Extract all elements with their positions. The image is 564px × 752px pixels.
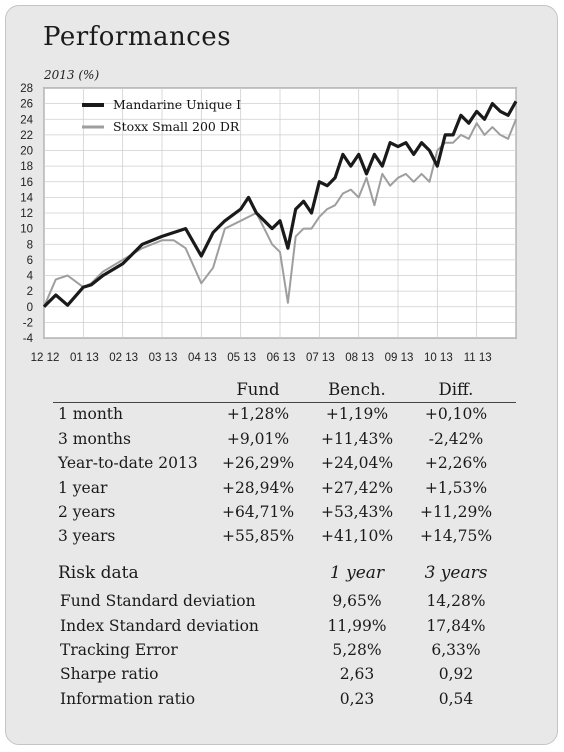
risk-label: Index Standard deviation	[60, 617, 259, 635]
risk-value-3y: 14,28%	[426, 592, 486, 610]
row-label: 1 month	[58, 405, 124, 423]
x-tick-label: 07 13	[306, 352, 335, 364]
bench-value: +1,19%	[325, 405, 389, 423]
y-tick-label: 28	[20, 83, 33, 95]
fund-value: +26,29%	[221, 454, 295, 472]
risk-label: Information ratio	[60, 690, 196, 708]
risk-value-1y: 5,28%	[332, 641, 382, 659]
risk-label: Fund Standard deviation	[60, 592, 256, 610]
risk-col-1year: 1 year	[329, 563, 385, 583]
x-tick-label: 05 13	[227, 352, 256, 364]
header-diff: Diff.	[438, 380, 474, 399]
series-line-fund	[42, 100, 518, 308]
y-tick-label: 14	[20, 192, 33, 204]
legend-label: Stoxx Small 200 DR	[113, 119, 240, 134]
x-tick-label: 04 13	[188, 352, 217, 364]
risk-row: Information ratio 0,23 0,54	[0, 690, 564, 712]
legend-label: Mandarine Unique I	[113, 97, 241, 112]
diff-value: +2,26%	[424, 454, 488, 472]
table-row: 3 years +55,85% +41,10% +14,75%	[0, 527, 564, 549]
diff-value: +1,53%	[424, 479, 488, 497]
y-tick-label: 22	[20, 130, 33, 142]
fund-value: +28,94%	[221, 479, 295, 497]
x-tick-label: 09 13	[385, 352, 414, 364]
y-tick-label: 2	[27, 286, 33, 298]
header-divider	[53, 402, 516, 403]
risk-value-3y: 0,92	[438, 665, 474, 683]
x-tick-label: 11 13	[464, 352, 492, 364]
risk-value-1y: 11,99%	[327, 617, 387, 635]
diff-value: +14,75%	[419, 527, 493, 545]
bench-value: +11,43%	[320, 430, 394, 448]
x-tick-label: 03 13	[149, 352, 178, 364]
y-tick-label: 16	[20, 177, 33, 189]
fund-value: +9,01%	[226, 430, 290, 448]
y-tick-label: 6	[27, 255, 33, 267]
fund-value: +1,28%	[226, 405, 290, 423]
risk-value-3y: 0,54	[438, 690, 474, 708]
diff-value: +0,10%	[424, 405, 488, 423]
table-row: 3 months +9,01% +11,43% -2,42%	[0, 430, 564, 452]
fund-value: +64,71%	[221, 503, 295, 521]
y-tick-label: 18	[20, 161, 33, 173]
diff-value: +11,29%	[419, 503, 493, 521]
y-tick-label: 26	[20, 99, 33, 111]
x-tick-label: 10 13	[424, 352, 453, 364]
series-line-benchmark	[43, 118, 517, 308]
risk-row: Index Standard deviation 11,99% 17,84%	[0, 617, 564, 639]
x-tick-label: 12 12	[31, 352, 60, 364]
row-label: 3 years	[58, 527, 116, 545]
row-label: 1 year	[58, 479, 108, 497]
x-tick-label: 01 13	[70, 352, 99, 364]
risk-value-3y: 17,84%	[426, 617, 486, 635]
page-title: Performances	[43, 22, 232, 52]
fund-value: +55,85%	[221, 527, 295, 545]
y-tick-label: 8	[27, 239, 33, 251]
risk-title: Risk data	[58, 563, 139, 583]
bench-value: +27,42%	[320, 479, 394, 497]
row-label: 3 months	[58, 430, 131, 448]
risk-row: Fund Standard deviation 9,65% 14,28%	[0, 592, 564, 614]
row-label: 2 years	[58, 503, 116, 521]
table-header: Fund Bench. Diff.	[0, 380, 564, 402]
y-tick-label: 24	[20, 114, 33, 126]
x-tick-label: 06 13	[267, 352, 296, 364]
y-tick-label: -4	[23, 333, 34, 345]
table-row: 1 month +1,28% +1,19% +0,10%	[0, 405, 564, 427]
table-row: Year-to-date 2013 +26,29% +24,04% +2,26%	[0, 454, 564, 476]
bench-value: +24,04%	[320, 454, 394, 472]
y-tick-label: 0	[27, 302, 33, 314]
bench-value: +53,43%	[320, 503, 394, 521]
table-row: 1 year +28,94% +27,42% +1,53%	[0, 479, 564, 501]
diff-value: -2,42%	[428, 430, 484, 448]
risk-value-3y: 6,33%	[431, 641, 481, 659]
chart-subtitle: 2013 (%)	[44, 68, 100, 82]
y-tick-label: -2	[23, 317, 33, 329]
risk-row: Sharpe ratio 2,63 0,92	[0, 665, 564, 687]
risk-col-3years: 3 years	[424, 563, 488, 583]
risk-header: Risk data 1 year 3 years	[0, 563, 564, 585]
row-label: Year-to-date 2013	[58, 454, 198, 472]
y-tick-label: 12	[20, 208, 33, 220]
risk-row: Tracking Error 5,28% 6,33%	[0, 641, 564, 663]
risk-value-1y: 2,63	[339, 665, 375, 683]
risk-value-1y: 0,23	[339, 690, 375, 708]
header-bench: Bench.	[328, 380, 386, 399]
x-tick-label: 08 13	[345, 352, 374, 364]
x-tick-label: 02 13	[109, 352, 138, 364]
y-tick-label: 10	[20, 224, 33, 236]
risk-label: Sharpe ratio	[60, 665, 159, 683]
bench-value: +41,10%	[320, 527, 394, 545]
table-row: 2 years +64,71% +53,43% +11,29%	[0, 503, 564, 525]
risk-value-1y: 9,65%	[332, 592, 382, 610]
y-tick-label: 4	[27, 271, 34, 283]
y-tick-label: 20	[20, 146, 33, 158]
risk-label: Tracking Error	[60, 641, 178, 659]
header-fund: Fund	[236, 380, 280, 399]
